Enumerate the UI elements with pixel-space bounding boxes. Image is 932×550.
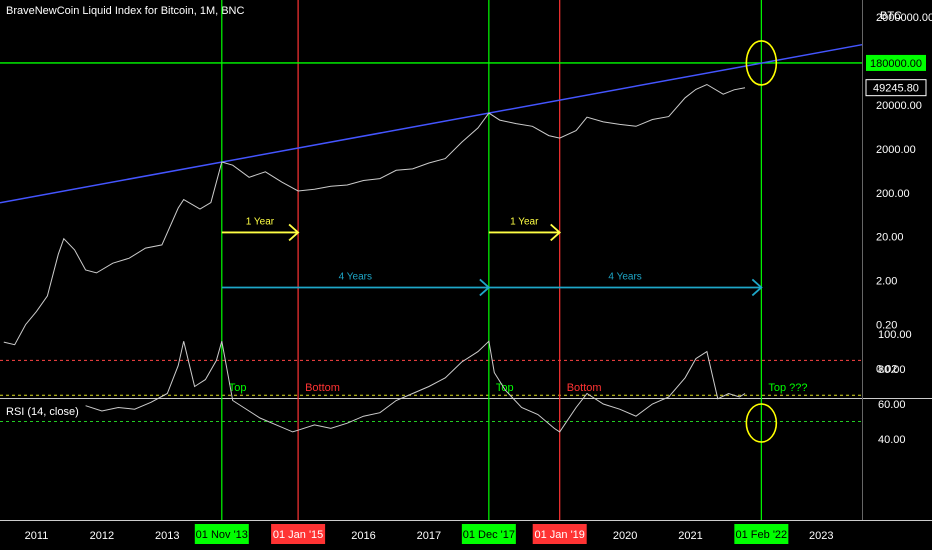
time-tick-label: 2017 [417,530,441,542]
price-tag-label: 49245.80 [873,83,919,95]
date-tag-label-4: 01 Feb '22 [736,529,788,541]
price-tick-label: 20.00 [876,232,904,244]
price-target-circle [745,40,778,86]
date-tag-label-3: 01 Jan '19 [534,529,584,541]
date-tag-label-0: 01 Nov '13 [196,529,248,541]
arrow-label-1: 1 Year [510,216,539,227]
arrow-label-0: 1 Year [246,216,275,227]
rsi-legend: RSI (14, close) [6,406,79,418]
price-tag-bg [865,79,927,97]
arrow-label-3: 4 Years [608,271,641,282]
price-tag-1: 49245.80 [865,79,927,97]
event-label-0: Top [229,382,247,394]
date-tag-label-2: 01 Dec '17 [463,529,515,541]
time-tick-label: 2013 [155,530,179,542]
time-tick-label: 2012 [90,530,114,542]
price-tick-label: 2000000.00 [876,12,932,24]
currency-label: BTC [880,10,902,22]
event-label-4: Top ??? [768,382,807,394]
date-tag-bg [271,524,326,544]
rsi-line [85,340,746,433]
arrow-head-3 [751,278,763,297]
price-tag-bg [866,54,926,71]
time-tick-label: 2011 [25,530,49,542]
time-tick-label: 2016 [351,530,375,542]
arrow-head-0 [288,223,300,242]
event-label-2: Top [496,382,514,394]
arrow-head-1 [550,223,562,242]
rsi-tick-label: 60.00 [878,399,906,411]
price-tick-label: 0.02 [876,364,897,376]
price-line [3,83,746,346]
trendline [0,43,863,204]
date-tag-bg [194,524,249,544]
price-tick-label: 0.20 [876,320,897,332]
rsi-tick-label: 40.00 [878,434,906,446]
chart-title: BraveNewCoin Liquid Index for Bitcoin, 1… [6,5,245,17]
rsi-tick-label: 100.00 [878,329,912,341]
date-tag-label-1: 01 Jan '15 [273,529,323,541]
date-tag-bg [734,524,789,544]
rsi-target-circle [745,403,778,443]
time-tick-label: 2021 [678,530,702,542]
date-tag-bg [461,524,516,544]
price-tag-label: 180000.00 [870,58,922,70]
date-tag-bg [532,524,587,544]
event-label-3: Bottom [567,382,602,394]
price-tick-label: 2000.00 [876,144,916,156]
price-tick-label: 200.00 [876,188,910,200]
time-tick-label: 2020 [613,530,637,542]
price-tick-label: 2.00 [876,276,897,288]
time-tick-label: 2023 [809,530,833,542]
price-tick-label: 20000.00 [876,100,922,112]
event-label-1: Bottom [305,382,340,394]
rsi-tick-label: 80.00 [878,364,906,376]
arrow-label-2: 4 Years [339,271,372,282]
price-tag-0: 180000.00 [866,54,926,71]
